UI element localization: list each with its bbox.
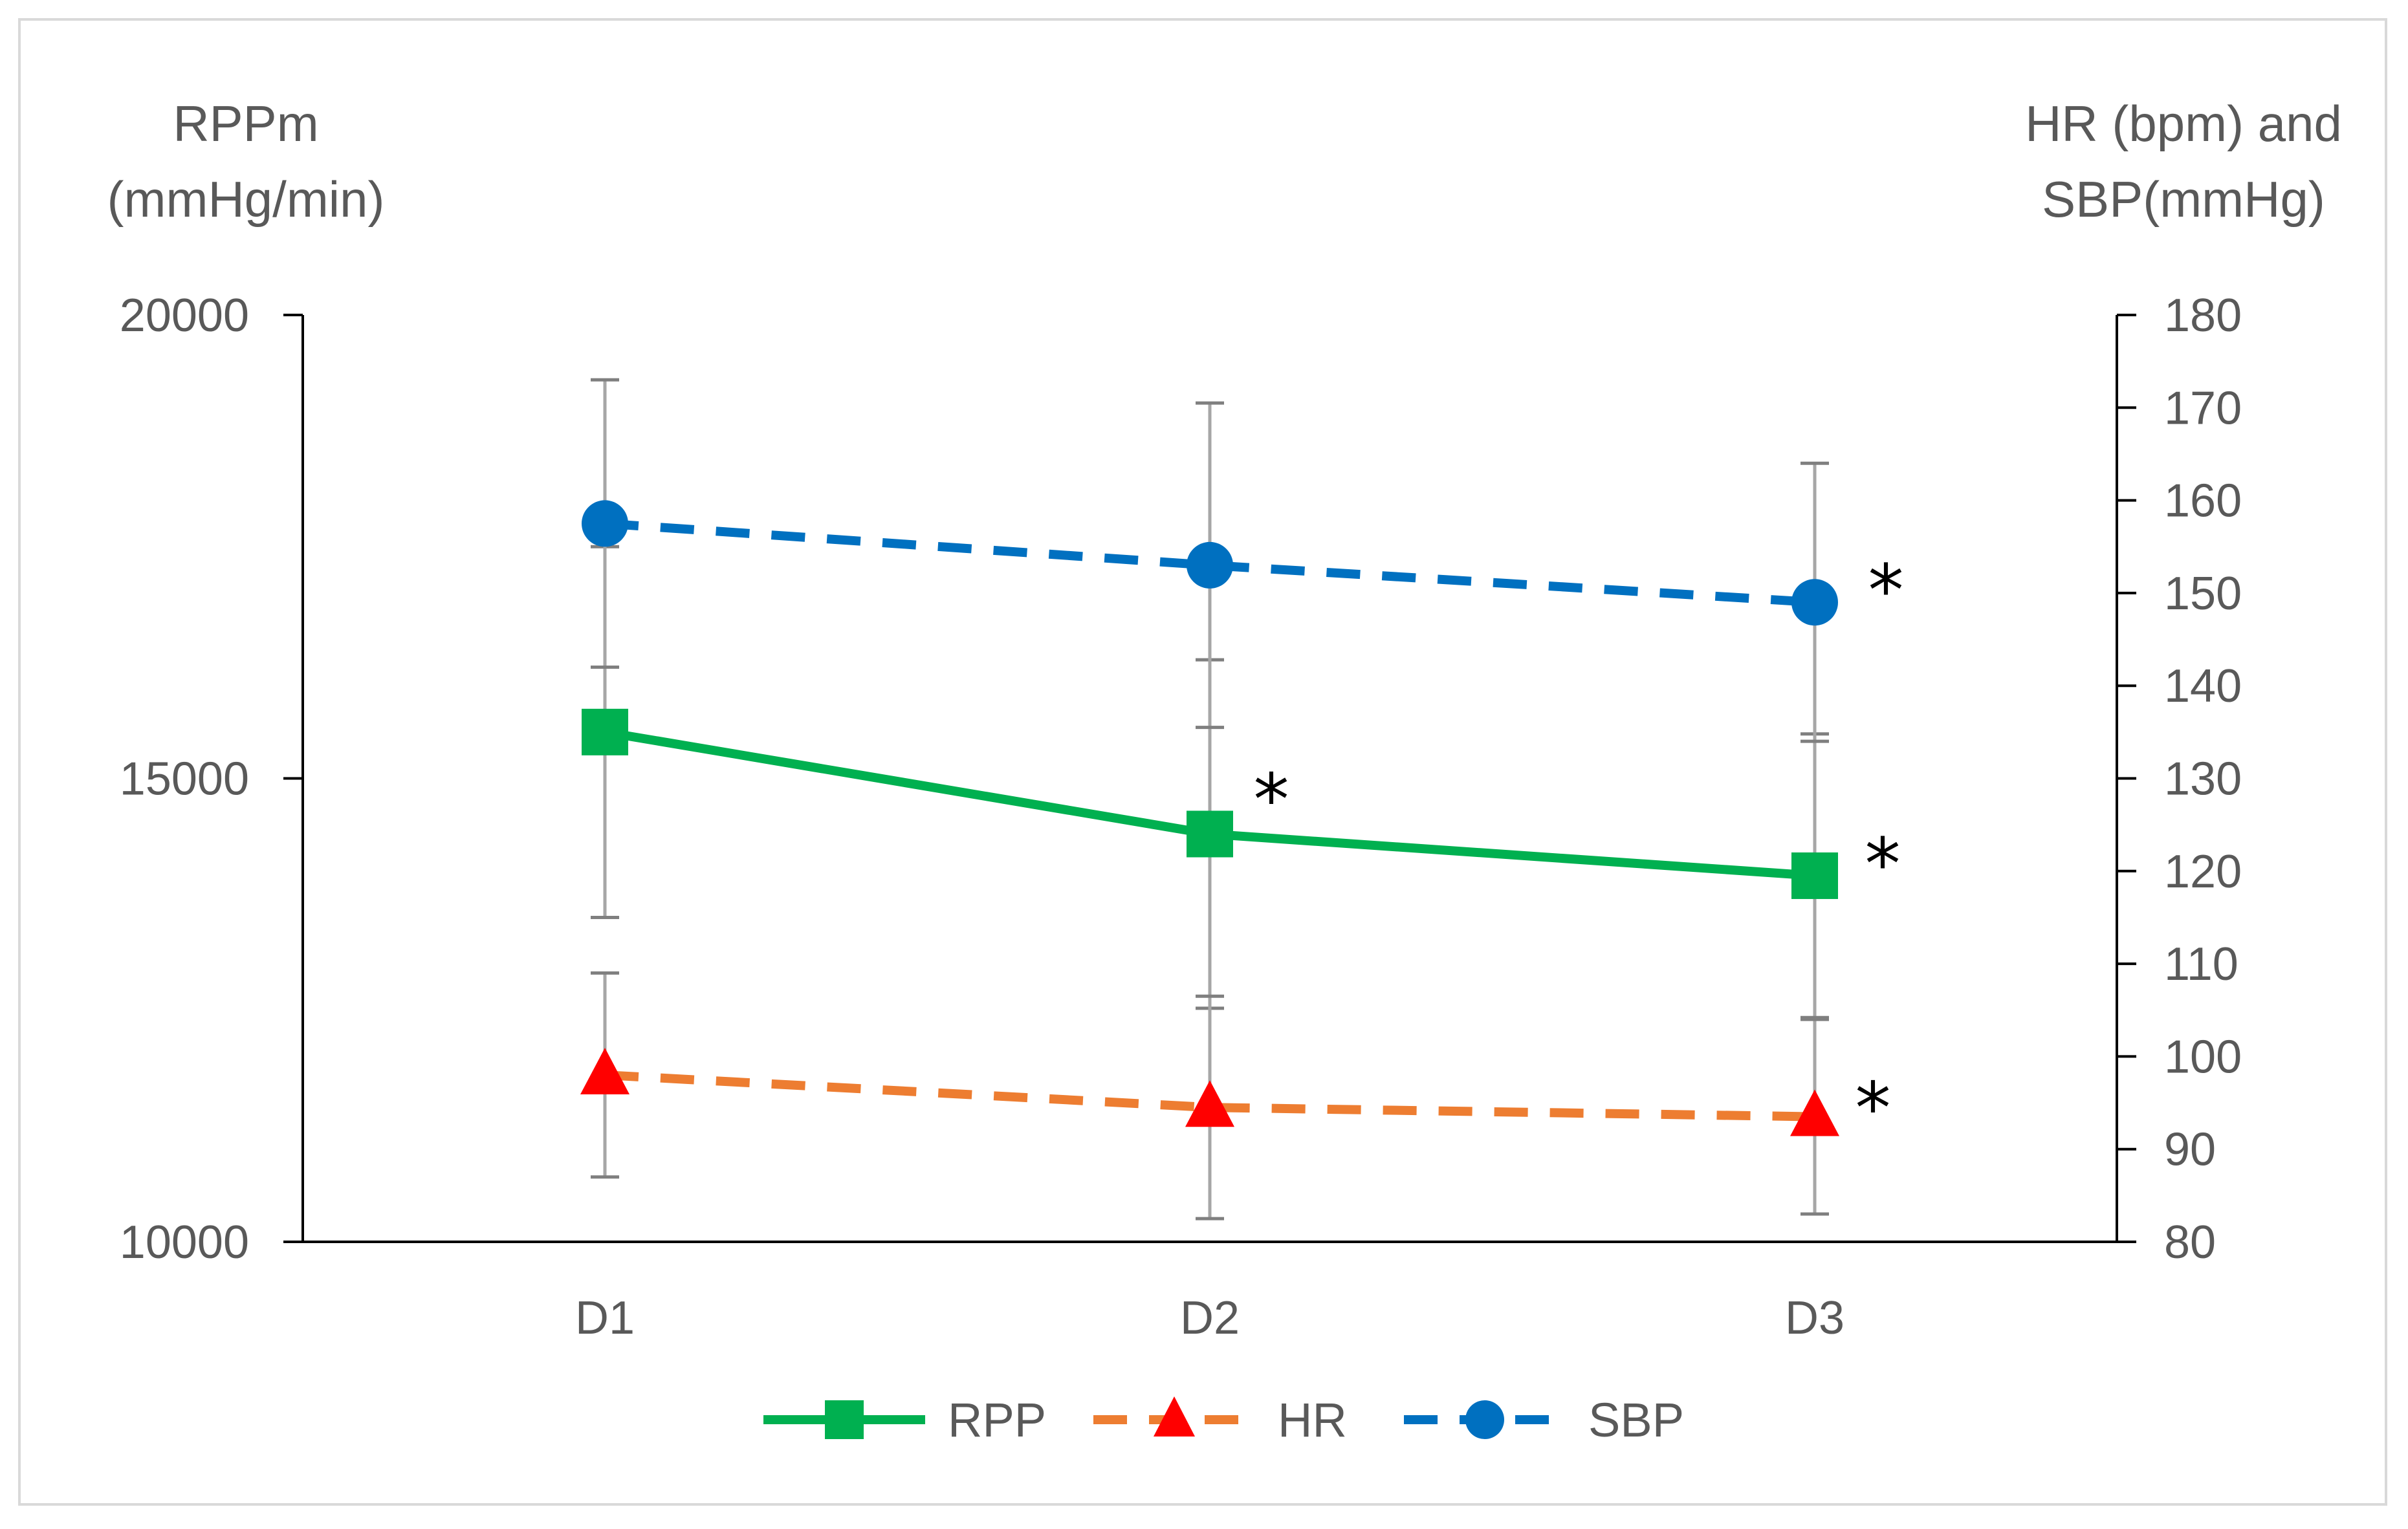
- left-tick-label: 15000: [120, 754, 249, 805]
- legend-label-rpp: RPP: [948, 1393, 1046, 1447]
- rpp-significance-star: *: [1254, 758, 1289, 841]
- right-tick-label: 120: [2164, 846, 2242, 898]
- sbp-marker: [1187, 541, 1233, 589]
- rpp-significance-star: *: [1865, 823, 1901, 905]
- chart-frame: [18, 18, 2387, 1506]
- right-tick-label: 80: [2164, 1217, 2216, 1268]
- right-axis-title-line1: HR (bpm) and: [2025, 95, 2342, 152]
- right-axis-title-line2: SBP(mmHg): [2042, 171, 2325, 228]
- right-tick-label: 140: [2164, 660, 2242, 712]
- hr-significance-star: *: [1855, 1067, 1891, 1150]
- rpp-marker: [1791, 852, 1838, 899]
- right-tick-label: 150: [2164, 568, 2242, 620]
- right-tick-label: 170: [2164, 382, 2242, 434]
- x-tick-label-d3: D3: [1785, 1292, 1844, 1344]
- legend-label-hr: HR: [1278, 1393, 1347, 1447]
- right-tick-label: 90: [2164, 1124, 2216, 1176]
- left-tick-label: 20000: [120, 290, 249, 342]
- hr-marker: [1790, 1089, 1839, 1136]
- right-tick-label: 180: [2164, 290, 2242, 342]
- hr-marker: [1185, 1080, 1234, 1127]
- hr-series-line: [604, 1070, 1815, 1122]
- legend-label-sbp: SBP: [1588, 1393, 1684, 1447]
- sbp-series-line: [604, 519, 1815, 607]
- rpp-marker: [1187, 810, 1233, 858]
- right-tick-label: 100: [2164, 1031, 2242, 1083]
- sbp-marker: [1791, 579, 1838, 626]
- right-tick-label: 160: [2164, 475, 2242, 527]
- rpp-marker: [582, 708, 628, 755]
- x-tick-label-d2: D2: [1180, 1292, 1240, 1344]
- left-axis-title-line1: RPPm: [173, 95, 318, 152]
- sbp-significance-star: *: [1868, 549, 1904, 632]
- left-axis-title-line2: (mmHg/min): [107, 171, 385, 228]
- legend-marker-rpp: [825, 1400, 864, 1439]
- right-tick-label: 110: [2164, 938, 2238, 990]
- legend-marker-hr: [1154, 1396, 1195, 1437]
- right-tick-label: 130: [2164, 754, 2242, 805]
- legend-marker-sbp: [1465, 1400, 1504, 1439]
- sbp-marker: [582, 500, 628, 547]
- left-tick-label: 10000: [120, 1217, 249, 1268]
- hr-marker: [580, 1048, 629, 1095]
- x-tick-label-d1: D1: [575, 1292, 635, 1344]
